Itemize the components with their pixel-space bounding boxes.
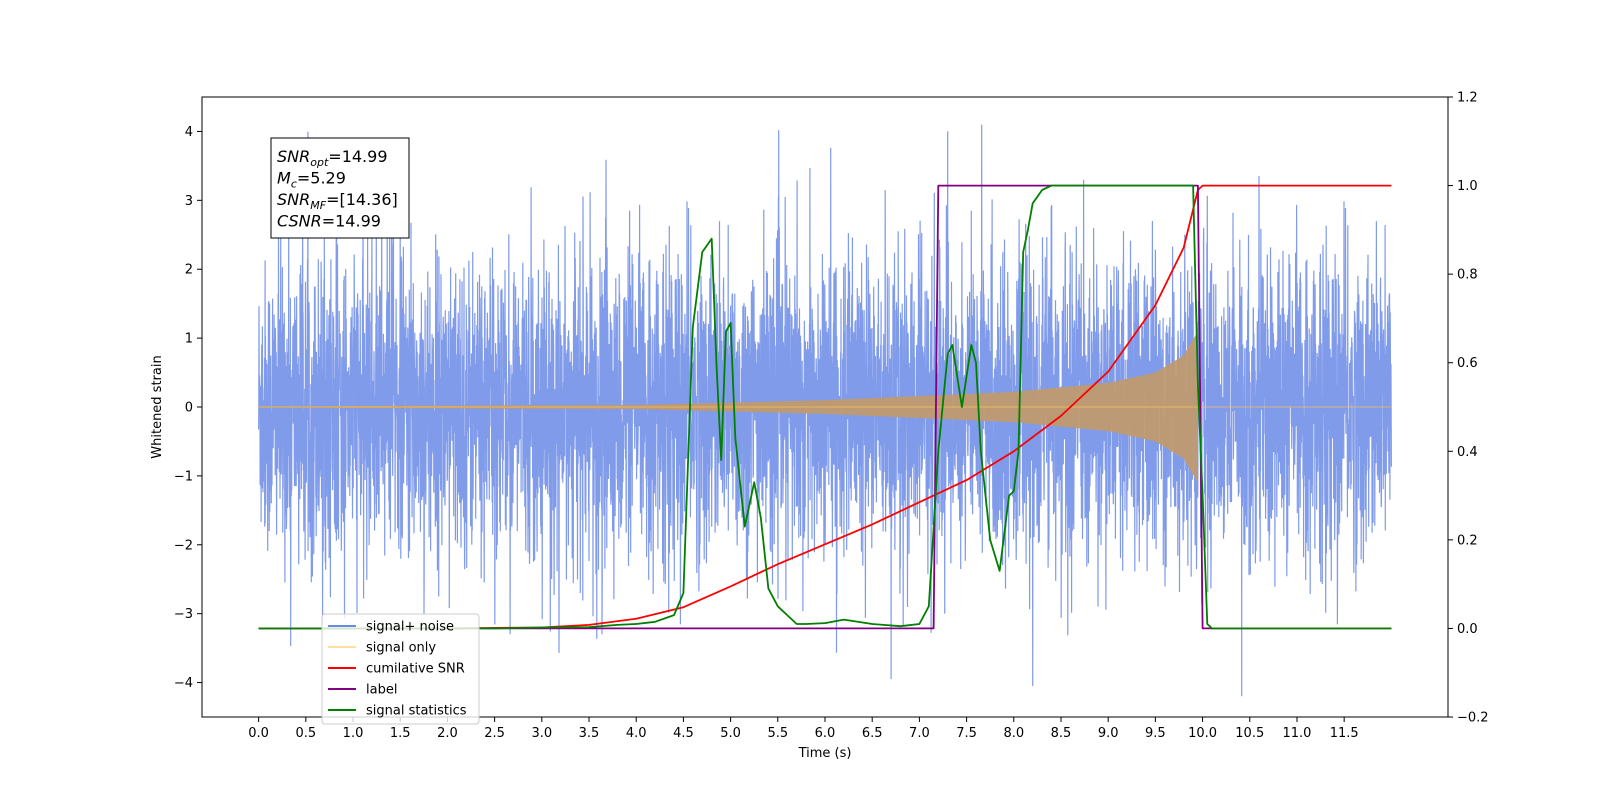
x-tick-label: 11.5 [1330,726,1359,741]
annotation-line: CSNR=14.99 [277,212,381,231]
y2-tick-label: 0.8 [1457,268,1478,283]
x-tick-label: 4.5 [673,726,694,741]
x-tick-label: 3.5 [579,726,600,741]
y-tick-label: −4 [174,676,193,691]
y-axis-left: −4 −3 −2 −1 0 1 2 3 4 [174,125,202,691]
y2-tick-label: 1.0 [1457,179,1478,194]
x-tick-label: 3.0 [531,726,552,741]
y2-tick-label: 0.2 [1457,533,1478,548]
x-tick-label: 10.5 [1235,726,1264,741]
x-tick-label: 5.0 [720,726,741,741]
y2-tick-label: 0.6 [1457,356,1478,371]
x-tick-label: 2.0 [437,726,458,741]
x-tick-label: 6.0 [815,726,836,741]
x-tick-label: 2.5 [484,726,505,741]
annotation-line: SNRMF=[14.36] [277,190,398,212]
legend-entry: label [366,683,397,698]
y-tick-label: 3 [185,194,193,209]
y2-tick-label: 1.2 [1457,91,1478,106]
series-signal-noise [258,124,1392,697]
x-tick-label: 1.5 [390,726,411,741]
x-tick-label: 10.0 [1188,726,1217,741]
legend-entry: signal+ noise [366,620,454,635]
legend-frame [321,613,480,725]
x-tick-label: 0.5 [295,726,316,741]
x-tick-label: 0.0 [248,726,269,741]
x-tick-label: 8.0 [1003,726,1024,741]
annotation-line: Mc=5.29 [277,169,346,191]
x-tick-label: 8.5 [1051,726,1072,741]
y-axis-label: Whitened strain [150,355,165,458]
x-tick-label: 6.5 [862,726,883,741]
y2-tick-label: −0.2 [1457,711,1489,726]
x-axis: 0.0 0.5 1.0 1.5 2.0 2.5 3.0 3.5 4.0 4.5 5.0 5.5 6.0 6… [248,717,1359,741]
annotation-frame [270,137,410,239]
legend-entry: cumilative SNR [366,662,465,677]
y-tick-label: 2 [185,263,193,278]
y-axis-right: −0.2 0.0 0.2 0.4 0.6 0.8 1.0 1.2 [1448,91,1489,726]
annotation-line: SNRopt=14.99 [277,147,388,169]
legend-entry: signal statistics [366,704,467,719]
y-tick-label: 1 [185,332,193,347]
x-tick-label: 7.5 [956,726,977,741]
y-tick-label: −3 [174,607,193,622]
x-tick-label: 7.0 [909,726,930,741]
x-tick-label: 9.5 [1145,726,1166,741]
x-tick-label: 4.0 [626,726,647,741]
legend-entry: signal only [366,641,436,656]
x-tick-label: 9.0 [1098,726,1119,741]
x-axis-label: Time (s) [798,746,852,761]
y-tick-label: 4 [185,125,193,140]
x-tick-label: 5.5 [767,726,788,741]
annotation-box: SNRopt=14.99Mc=5.29SNRMF=[14.36]CSNR=14.… [270,137,410,239]
series-layer [258,124,1392,697]
x-tick-label: 11.0 [1282,726,1311,741]
y-tick-label: 0 [185,401,193,416]
series-signal-statistics [258,184,1392,630]
y-tick-label: −2 [174,538,193,553]
y-tick-label: −1 [174,469,193,484]
y2-tick-label: 0.0 [1457,622,1478,637]
x-tick-label: 1.0 [343,726,364,741]
y2-tick-label: 0.4 [1457,445,1478,460]
legend: signal+ noise signal only cumilative SNR la… [321,613,480,725]
